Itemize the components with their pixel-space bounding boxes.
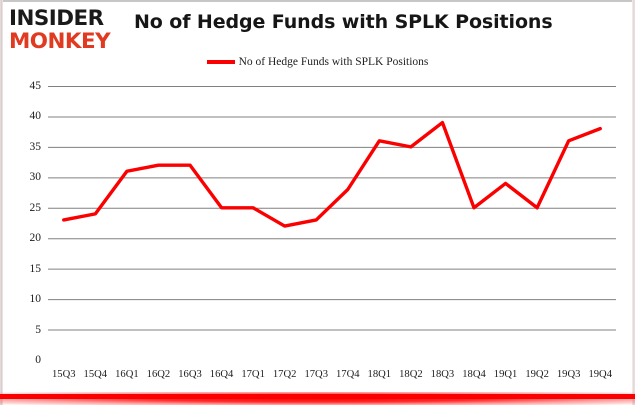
x-axis-label: 16Q2 — [146, 369, 171, 380]
x-axis-label: 16Q1 — [115, 369, 139, 380]
y-axis-label: 25 — [29, 201, 42, 214]
legend-item-label: No of Hedge Funds with SPLK Positions — [238, 56, 429, 68]
line-chart-svg — [48, 86, 616, 331]
y-axis-label: 35 — [29, 140, 42, 153]
logo-line-monkey: MONKEY — [9, 29, 111, 53]
x-axis-label: 16Q3 — [178, 369, 202, 380]
x-axis-label: 17Q1 — [241, 369, 265, 380]
x-axis-label: 18Q1 — [367, 369, 392, 380]
y-axis-label: 30 — [29, 171, 42, 184]
y-axis-label: 0 — [35, 354, 41, 366]
page-top-border — [0, 0, 635, 2]
series-line-0 — [62, 120, 602, 228]
x-axis-label: 19Q1 — [493, 369, 518, 380]
y-axis-label: 40 — [29, 110, 42, 123]
page-right-border — [632, 0, 635, 405]
x-axis-label: 15Q4 — [83, 369, 108, 380]
x-axis-label: 18Q2 — [399, 369, 423, 380]
y-axis-label: 20 — [29, 232, 42, 245]
x-axis-label: 18Q4 — [462, 369, 486, 380]
plot-area: 45 40 35 30 25 20 15 10 5 0 15Q3 15Q4 16Q1 16Q2 16Q3 1… — [30, 80, 616, 380]
y-axis-label: 15 — [29, 262, 42, 275]
x-axis-label: 17Q4 — [335, 369, 360, 380]
x-axis-label: 17Q3 — [304, 369, 328, 380]
y-axis-label: 5 — [35, 323, 41, 336]
logo-line-insider: INSIDER — [9, 6, 104, 30]
y-axis-label: 45 — [29, 80, 42, 92]
bottom-accent-bar — [0, 394, 635, 399]
page-title: No of Hedge Funds with SPLK Positions — [134, 11, 553, 33]
x-axis-label: 19Q2 — [525, 369, 549, 380]
page-left-border — [0, 0, 3, 405]
x-axis-label: 19Q3 — [556, 369, 581, 380]
x-axis-label: 16Q4 — [209, 369, 234, 380]
x-axis-label: 17Q2 — [272, 369, 297, 380]
x-axis-label: 15Q3 — [51, 369, 76, 380]
legend-color-swatch — [206, 60, 235, 64]
chart-legend: No of Hedge Funds with SPLK Positions — [0, 56, 635, 68]
insider-monkey-logo: INSIDER MONKEY — [9, 8, 127, 52]
x-axis-label: 19Q4 — [588, 369, 612, 380]
y-axis-label: 10 — [29, 293, 42, 306]
x-axis-label: 18Q3 — [430, 369, 455, 380]
